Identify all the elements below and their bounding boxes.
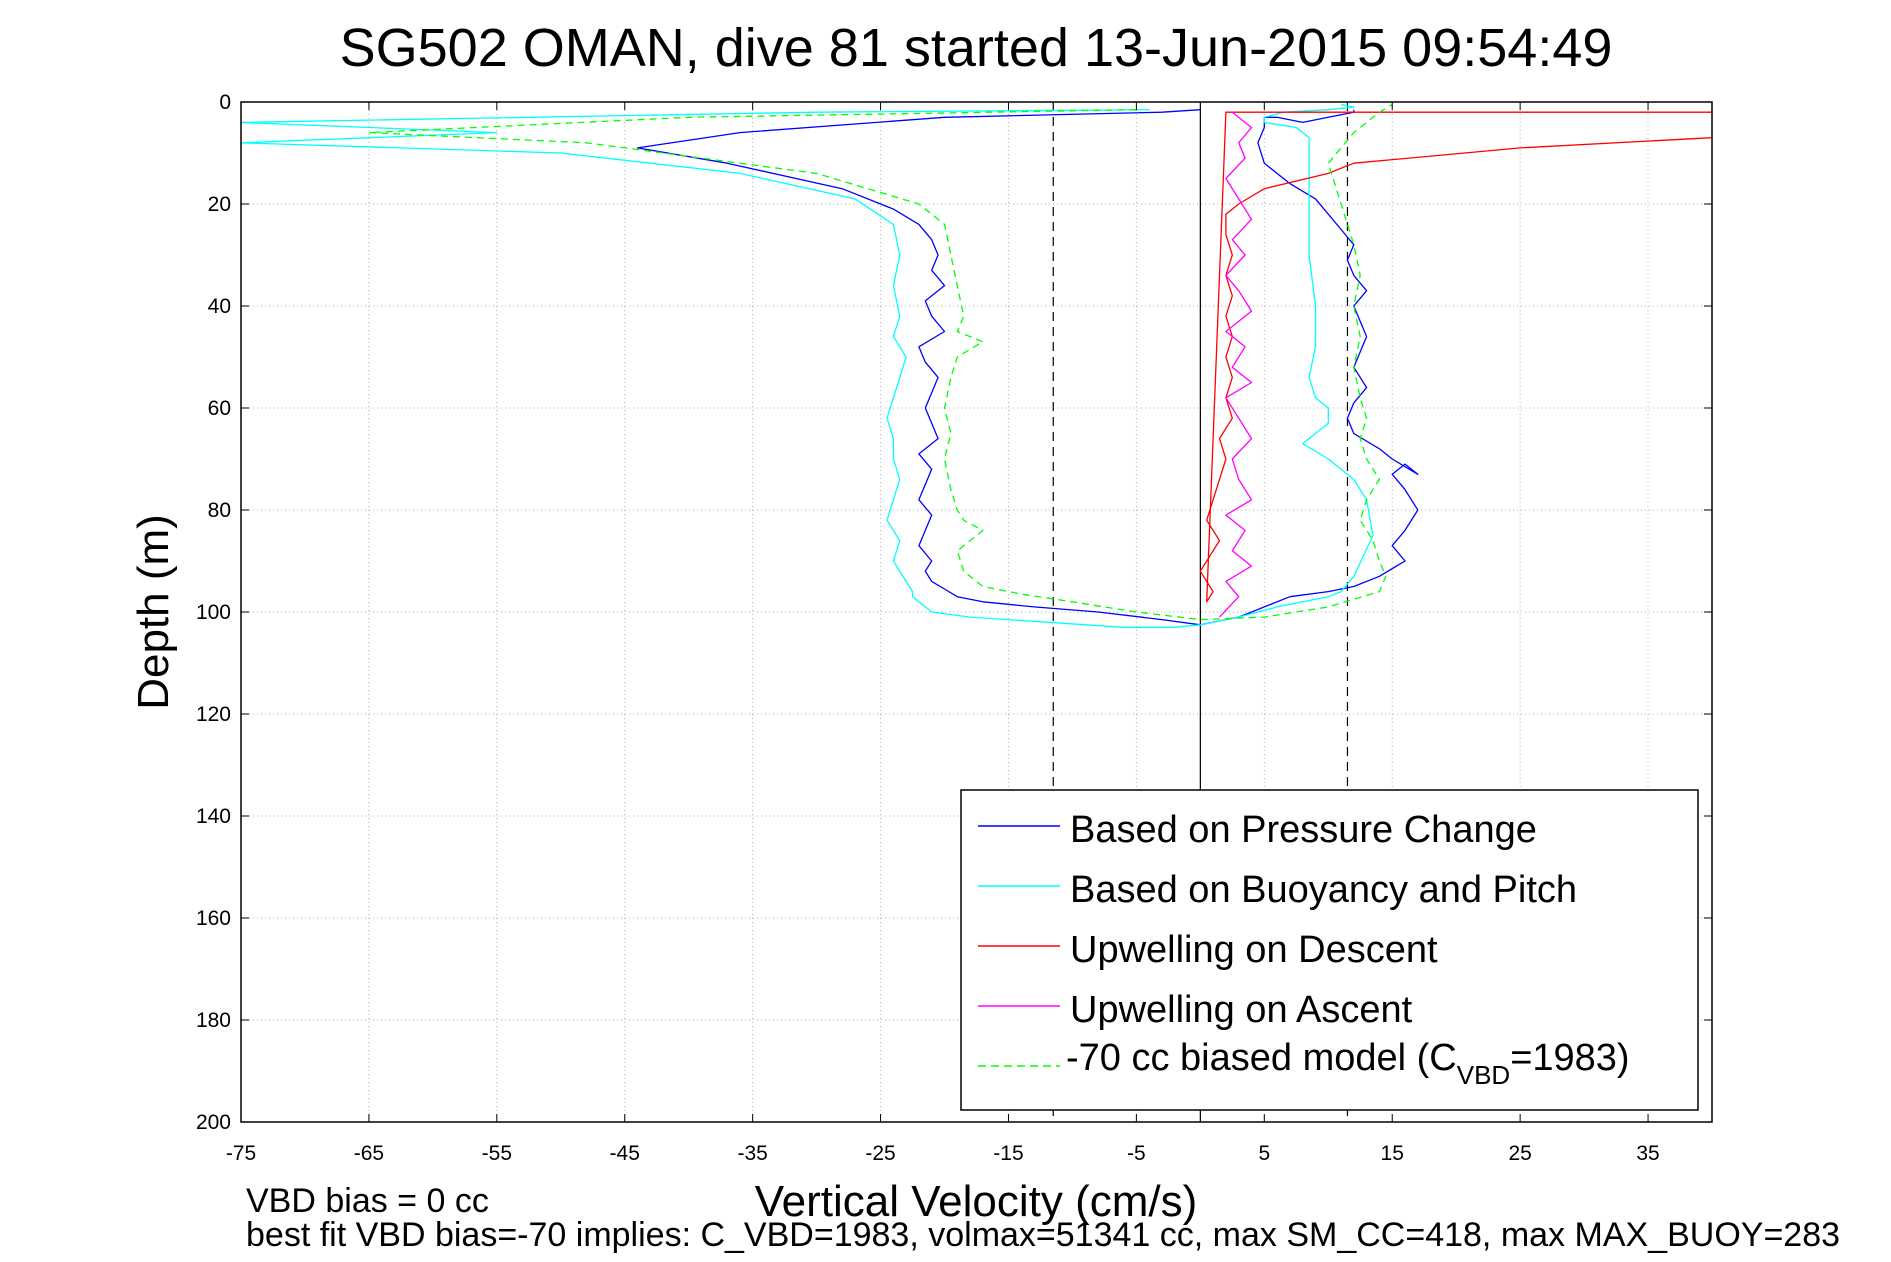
y-tick-label: 40 [208, 295, 231, 318]
x-tick-label: -65 [354, 1142, 384, 1165]
y-tick-label: 200 [196, 1111, 231, 1134]
x-tick-label: -45 [610, 1142, 640, 1165]
legend-label-biased-model-suffix: =1983) [1510, 1037, 1629, 1079]
y-axis-label: Depth (m) [129, 514, 178, 710]
y-tick-label: 80 [208, 499, 231, 522]
legend-label-ascent: Upwelling on Ascent [1070, 989, 1413, 1031]
y-tick-label: 180 [196, 1009, 231, 1032]
legend-label-biased-model-subscript: VBD [1457, 1060, 1510, 1090]
y-tick-label: 60 [208, 397, 231, 420]
x-tick-label: 25 [1508, 1142, 1531, 1165]
legend: Based on Pressure Change Based on Buoyan… [960, 789, 1699, 1111]
series-line-2 [1199, 111, 1713, 603]
x-tick-label: 15 [1381, 1142, 1404, 1165]
series-line-3 [1219, 111, 1253, 618]
legend-label-biased-model-main: -70 cc biased model (C [1066, 1037, 1457, 1079]
legend-label-pressure: Based on Pressure Change [1070, 809, 1537, 851]
series-line-0 [636, 109, 1419, 626]
y-tick-label: 120 [196, 703, 231, 726]
x-tick-label: -55 [482, 1142, 512, 1165]
footer-line-1: VBD bias = 0 cc [246, 1182, 489, 1220]
y-tick-label: 20 [208, 193, 231, 216]
y-tick-label: 100 [196, 601, 231, 624]
x-tick-label: 5 [1258, 1142, 1270, 1165]
legend-label-descent: Upwelling on Descent [1070, 929, 1438, 971]
legend-label-biased-model: -70 cc biased model (CVBD=1983) [1066, 1037, 1630, 1090]
x-axis-label: Vertical Velocity (cm/s) [755, 1177, 1198, 1226]
x-tick-label: -35 [737, 1142, 767, 1165]
legend-box [960, 789, 1699, 1111]
series-lines [240, 103, 1713, 628]
y-tick-label: 140 [196, 805, 231, 828]
axis-ticks: -75 -65 -55 -45 -35 -25 -15 -5 5 15 25 350204060801… [196, 91, 1712, 1165]
legend-label-buoyancy: Based on Buoyancy and Pitch [1070, 869, 1577, 911]
chart-title: SG502 OMAN, dive 81 started 13-Jun-2015 … [340, 18, 1613, 78]
x-tick-label: -5 [1127, 1142, 1146, 1165]
series-line-1 [240, 103, 1374, 628]
series-line-4 [368, 103, 1393, 621]
x-tick-label: -25 [865, 1142, 895, 1165]
y-tick-label: 160 [196, 907, 231, 930]
x-tick-label: -15 [993, 1142, 1023, 1165]
footer-line-2: best fit VBD bias=-70 implies: C_VBD=198… [246, 1216, 1840, 1254]
y-tick-label: 0 [219, 91, 231, 114]
x-tick-label: 35 [1636, 1142, 1659, 1165]
x-tick-label: -75 [226, 1142, 256, 1165]
